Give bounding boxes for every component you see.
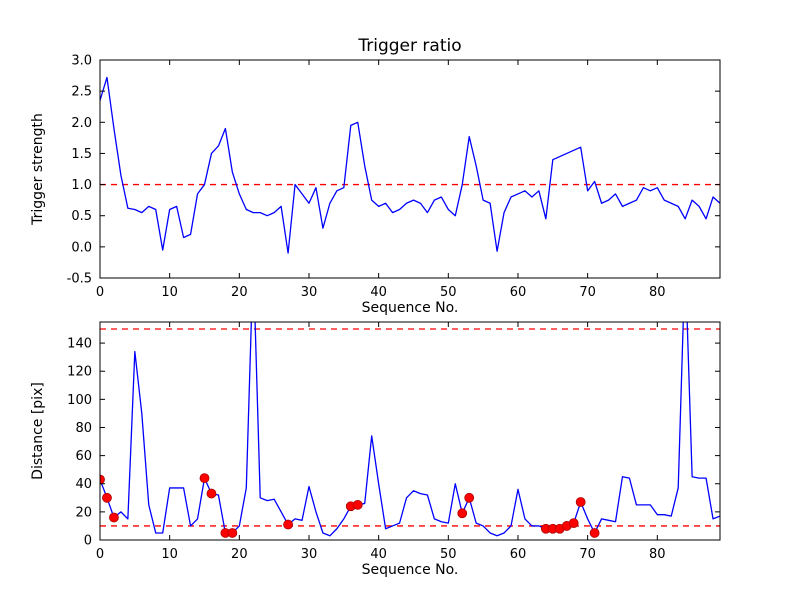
x-tick-label: 80: [649, 547, 666, 562]
y-tick-label: 60: [75, 449, 92, 464]
y-tick-label: 1.0: [71, 178, 92, 193]
marker-triggered-points: [102, 492, 112, 503]
chart-title: Trigger ratio: [357, 36, 461, 56]
y-tick-label: 100: [67, 393, 92, 408]
y-tick-label: 0: [84, 534, 92, 549]
x-tick-label: 40: [370, 285, 387, 300]
y-tick-label: 0.0: [71, 240, 92, 255]
x-tick-label: 30: [301, 285, 318, 300]
x-tick-label: 60: [510, 547, 527, 562]
y-tick-label: 120: [67, 365, 92, 380]
y-tick-label: 1.5: [71, 147, 92, 162]
y-tick-label: -0.5: [67, 272, 92, 287]
x-tick-label: 0: [96, 547, 104, 562]
subplot-trigger-ratio: 0 10 20 30 40 50 60 70 80 -0.5 0.0 0.5 1.0 1.5 2.0 2.5 3…: [30, 36, 721, 316]
marker-triggered-points: [589, 528, 600, 538]
marker-triggered-points: [100, 474, 105, 485]
marker-triggered-points: [283, 519, 293, 530]
y-tick-label: 80: [75, 421, 92, 436]
series-trigger-strength: [100, 76, 720, 254]
marker-triggered-points: [457, 508, 468, 519]
x-axis-label: Sequence No.: [362, 300, 459, 316]
y-tick-label: 2.5: [71, 85, 92, 100]
axes-frame: [99, 321, 721, 541]
marker-triggered-points: [109, 512, 119, 523]
axes-frame: [99, 59, 721, 279]
x-tick-label: 60: [510, 285, 527, 300]
x-tick-label: 40: [370, 547, 387, 562]
marker-triggered-points: [206, 488, 217, 499]
x-tick-label: 0: [96, 285, 104, 300]
x-tick-label: 20: [231, 285, 248, 300]
y-tick-label: 40: [75, 477, 92, 492]
y-tick-label: 2.0: [71, 116, 92, 131]
x-tick-label: 30: [301, 547, 318, 562]
x-tick-label: 70: [579, 285, 596, 300]
y-tick-label: 140: [67, 337, 92, 352]
marker-triggered-points: [227, 528, 238, 538]
subplot-distance: 0 10 20 30 40 50 60 70 80 0 20 40 60 80 100 120 140 Seque…: [30, 321, 721, 578]
y-axis-label: Trigger strength: [30, 113, 46, 226]
x-tick-label: 50: [440, 547, 457, 562]
marker-triggered-points: [352, 499, 363, 510]
x-tick-label: 50: [440, 285, 457, 300]
y-tick-label: 0.5: [71, 209, 92, 224]
y-axis-label: Distance [pix]: [30, 382, 46, 480]
y-tick-label: 3.0: [71, 54, 92, 69]
series-distance-pix: [100, 322, 720, 537]
x-tick-label: 20: [231, 547, 248, 562]
marker-triggered-points: [199, 473, 210, 484]
x-tick-label: 10: [161, 285, 178, 300]
y-tick-label: 20: [75, 505, 92, 520]
marker-triggered-points: [575, 497, 586, 507]
marker-triggered-points: [464, 492, 475, 503]
x-axis-label: Sequence No.: [362, 562, 459, 578]
x-tick-label: 10: [161, 547, 178, 562]
x-tick-label: 70: [579, 547, 596, 562]
x-tick-label: 80: [649, 285, 666, 300]
marker-triggered-points: [568, 518, 579, 529]
